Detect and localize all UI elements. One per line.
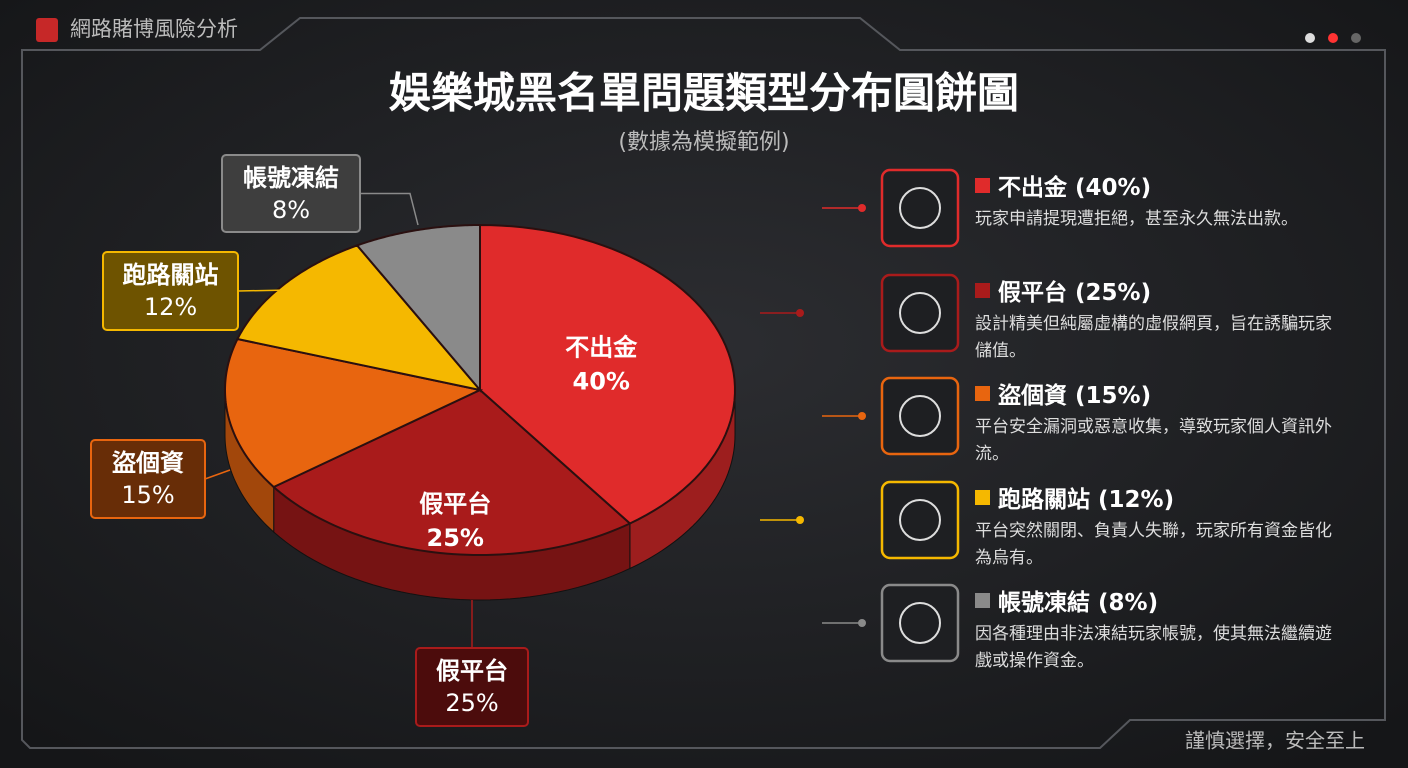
brand-icon <box>36 18 58 42</box>
legend-title: 盜個資 (15%) <box>975 376 1335 410</box>
legend-title: 帳號凍結 (8%) <box>975 583 1335 617</box>
callout-label: 假平台 <box>436 657 508 685</box>
legend-icon-box <box>880 376 960 456</box>
callout-box <box>90 439 206 519</box>
legend-description: 平台安全漏洞或惡意收集，導致玩家個人資訊外流。 <box>975 417 1332 464</box>
callout-box <box>102 251 239 331</box>
legend-connector-dot <box>796 516 804 524</box>
legend-icon <box>899 602 941 644</box>
legend-swatch <box>975 385 990 401</box>
slice <box>235 244 483 392</box>
slice <box>271 388 632 557</box>
legend-connector-dot <box>858 619 866 627</box>
slice <box>223 337 484 489</box>
legend-description: 因各種理由非法凍結玩家帳號，使其無法繼續遊戲或操作資金。 <box>975 624 1332 671</box>
callout-label: 盜個資 <box>112 449 184 477</box>
chart-subtitle: (數據為模擬範例) <box>618 130 789 155</box>
legend-icon <box>899 499 941 541</box>
legend-title: 假平台 (25%) <box>975 273 1335 307</box>
slice <box>355 223 481 393</box>
legend-connector-dot <box>858 412 866 420</box>
callout-value: 25% <box>445 689 498 717</box>
legend-description: 平台突然關閉、負責人失聯，玩家所有資金皆化為烏有。 <box>975 521 1332 568</box>
chart-title: 娛樂城黑名單問題類型分布圓餅圖 <box>389 69 1019 118</box>
legend-icon <box>899 292 941 334</box>
legend-label: 盜個資 (15%) <box>998 383 1152 409</box>
legend-label: 假平台 (25%) <box>998 280 1152 306</box>
legend-title: 跑路關站 (12%) <box>975 480 1335 514</box>
legend-label: 帳號凍結 (8%) <box>998 590 1159 616</box>
legend-label: 不出金 (40%) <box>998 175 1152 201</box>
callout-label: 跑路關站 <box>123 261 219 289</box>
callout-line <box>204 469 231 480</box>
slice <box>479 223 736 525</box>
legend-icon-box <box>880 583 960 663</box>
legend-description: 玩家申請提現遭拒絕，甚至永久無法出款。 <box>975 209 1298 229</box>
legend-description: 設計精美但純屬虛構的虛假網頁，旨在誘騙玩家儲值。 <box>975 314 1332 361</box>
legend-connector-dot <box>858 204 866 212</box>
slice-label: 不出金 <box>565 334 638 362</box>
legend-icon <box>899 395 941 437</box>
slice-label: 假平台 <box>419 490 491 518</box>
legend-item: 不出金 (40%) 玩家申請提現遭拒絕，甚至永久無法出款。 <box>975 168 1335 233</box>
slice-value-label: 25% <box>427 524 484 552</box>
legend-item: 盜個資 (15%) 平台安全漏洞或惡意收集，導致玩家個人資訊外流。 <box>975 376 1335 468</box>
legend-item: 帳號凍結 (8%) 因各種理由非法凍結玩家帳號，使其無法繼續遊戲或操作資金。 <box>975 583 1335 675</box>
frame <box>21 17 1386 749</box>
legend-icon-box <box>880 273 960 353</box>
dot <box>1351 33 1361 43</box>
callout-value: 15% <box>121 481 174 509</box>
legend-item: 假平台 (25%) 設計精美但純屬虛構的虛假網頁，旨在誘騙玩家儲值。 <box>975 273 1335 365</box>
brand: 網路賭博風險分析 <box>70 17 238 41</box>
footer: 謹慎選擇，安全至上 <box>1185 729 1365 753</box>
callout-value: 12% <box>144 293 197 321</box>
dot <box>1328 33 1338 43</box>
legend-swatch <box>975 489 990 505</box>
legend-swatch <box>975 592 990 608</box>
legend-icon <box>899 187 941 229</box>
legend-connector-dot <box>796 309 804 317</box>
callout-label: 帳號凍結 <box>243 164 339 192</box>
callout-line <box>237 289 291 292</box>
callout-box <box>221 154 361 233</box>
dot <box>1305 33 1315 43</box>
legend-icon-box <box>880 168 960 248</box>
legend-item: 跑路關站 (12%) 平台突然關閉、負責人失聯，玩家所有資金皆化為烏有。 <box>975 480 1335 572</box>
callout-value: 8% <box>272 196 310 224</box>
callout-box <box>415 647 529 727</box>
legend-label: 跑路關站 (12%) <box>998 487 1175 513</box>
legend-icon-box <box>880 480 960 560</box>
legend-swatch <box>975 177 990 193</box>
legend-swatch <box>975 282 990 298</box>
legend-title: 不出金 (40%) <box>975 168 1335 202</box>
slice-value-label: 40% <box>573 368 630 396</box>
callout-line <box>360 192 419 226</box>
